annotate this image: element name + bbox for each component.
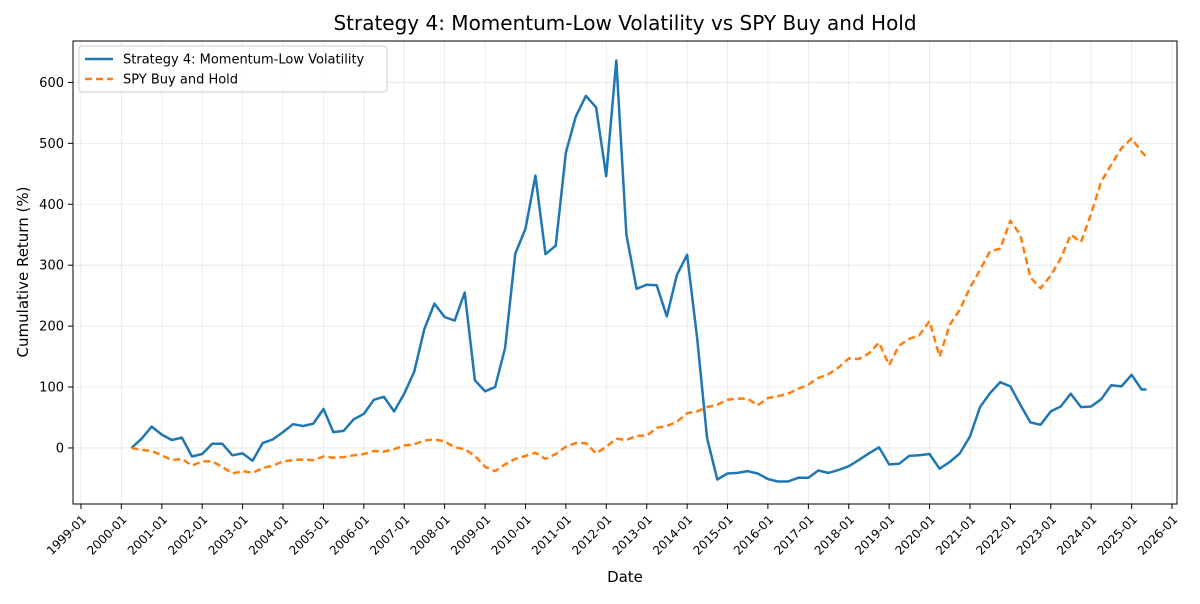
y-tick-label: 0 — [56, 441, 64, 456]
x-tick-label: 2007-01 — [367, 512, 412, 557]
x-tick-label: 2006-01 — [327, 512, 372, 557]
x-tick-label: 2015-01 — [690, 512, 735, 557]
x-tick-label: 2013-01 — [610, 512, 655, 557]
chart-title: Strategy 4: Momentum-Low Volatility vs S… — [333, 11, 916, 35]
y-tick-label: 100 — [39, 381, 64, 396]
x-tick-label: 2003-01 — [206, 512, 251, 557]
x-tick-label: 2017-01 — [771, 512, 816, 557]
x-tick-label: 2008-01 — [408, 512, 453, 557]
x-tick-label: 2020-01 — [893, 512, 938, 557]
plot-area-frame — [72, 40, 1178, 505]
x-tick-label: 2023-01 — [1014, 512, 1059, 557]
y-tick-label: 500 — [39, 137, 64, 152]
series-line-spy — [131, 137, 1148, 475]
x-tick-label: 2011-01 — [529, 512, 574, 557]
x-tick-label: 2010-01 — [488, 512, 533, 557]
x-tick-label: 2014-01 — [650, 512, 695, 557]
x-tick-label: 2024-01 — [1054, 512, 1099, 557]
x-tick-label: 2022-01 — [973, 512, 1018, 557]
legend-label-strategy: Strategy 4: Momentum-Low Volatility — [123, 53, 365, 68]
x-axis: 1999-012000-012001-012002-012003-012004-… — [44, 504, 1180, 558]
series-layer — [130, 59, 1148, 483]
y-axis-label: Cumulative Return (%) — [14, 187, 32, 358]
x-axis-label: Date — [607, 568, 643, 586]
y-tick-label: 300 — [39, 259, 64, 274]
x-tick-label: 2000-01 — [84, 512, 129, 557]
x-tick-label: 1999-01 — [44, 512, 89, 557]
y-tick-label: 600 — [39, 76, 64, 91]
y-tick-label: 400 — [39, 198, 64, 213]
y-axis: 0 100 200 300 400 500 600 — [39, 76, 73, 456]
x-tick-label: 2025-01 — [1095, 512, 1140, 557]
x-tick-label: 2002-01 — [165, 512, 210, 557]
x-tick-label: 2001-01 — [125, 512, 170, 557]
y-tick-label: 200 — [39, 320, 64, 335]
x-tick-label: 2016-01 — [731, 512, 776, 557]
x-tick-label: 2021-01 — [933, 512, 978, 557]
x-tick-label: 2012-01 — [569, 512, 614, 557]
legend-label-spy: SPY Buy and Hold — [123, 73, 238, 88]
x-tick-label: 2005-01 — [286, 512, 331, 557]
series-line-strategy — [130, 59, 1147, 483]
x-tick-label: 2004-01 — [246, 512, 291, 557]
legend: Strategy 4: Momentum-Low Volatility SPY … — [78, 45, 388, 93]
x-tick-label: 2009-01 — [448, 512, 493, 557]
x-tick-label: 2026-01 — [1135, 512, 1180, 557]
legend-frame — [78, 45, 388, 93]
grid — [73, 41, 1177, 504]
x-tick-label: 2018-01 — [812, 512, 857, 557]
x-tick-label: 2019-01 — [852, 512, 897, 557]
